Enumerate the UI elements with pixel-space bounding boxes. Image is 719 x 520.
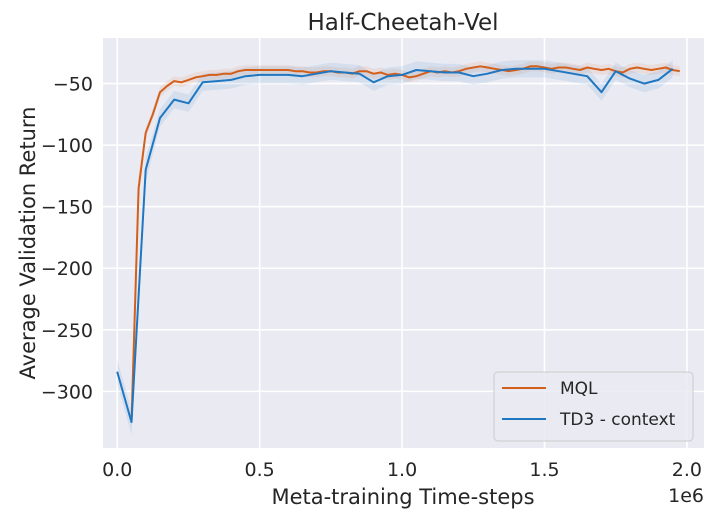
y-tick-labels: −300 −250 −200 −150 −100 −50 — [41, 74, 93, 404]
confidence-band-td3-context — [117, 60, 673, 435]
x-tick-label: 2.0 — [672, 459, 702, 481]
y-tick-label: −100 — [41, 135, 93, 157]
x-tick-label: 0.0 — [102, 459, 132, 481]
y-tick-label: −50 — [53, 74, 93, 96]
confidence-bands — [117, 60, 680, 435]
grid — [103, 38, 704, 448]
series-line-mql — [130, 65, 680, 423]
y-tick-label: −300 — [41, 381, 93, 403]
x-tick-labels: 0.0 0.5 1.0 1.5 2.0 — [102, 459, 702, 481]
y-tick-label: −250 — [41, 320, 93, 342]
x-axis-title: Meta-training Time-steps — [271, 485, 534, 509]
legend-box — [493, 371, 694, 442]
y-axis-title: Average Validation Return — [16, 107, 40, 380]
y-tick-label: −150 — [41, 197, 93, 219]
x-tick-label: 1.5 — [529, 459, 559, 481]
series-lines — [116, 65, 680, 424]
x-tick-label: 1.0 — [387, 459, 417, 481]
y-tick-label: −200 — [41, 258, 93, 280]
x-offset-text: 1e6 — [668, 485, 704, 507]
series-line-td3-context — [116, 67, 674, 424]
x-tick-label: 0.5 — [245, 459, 275, 481]
legend-label-td3-context: TD3 - context — [559, 410, 676, 430]
legend-label-mql: MQL — [560, 379, 598, 399]
chart-title: Half-Cheetah-Vel — [308, 10, 499, 36]
legend: MQL TD3 - context — [493, 371, 694, 442]
